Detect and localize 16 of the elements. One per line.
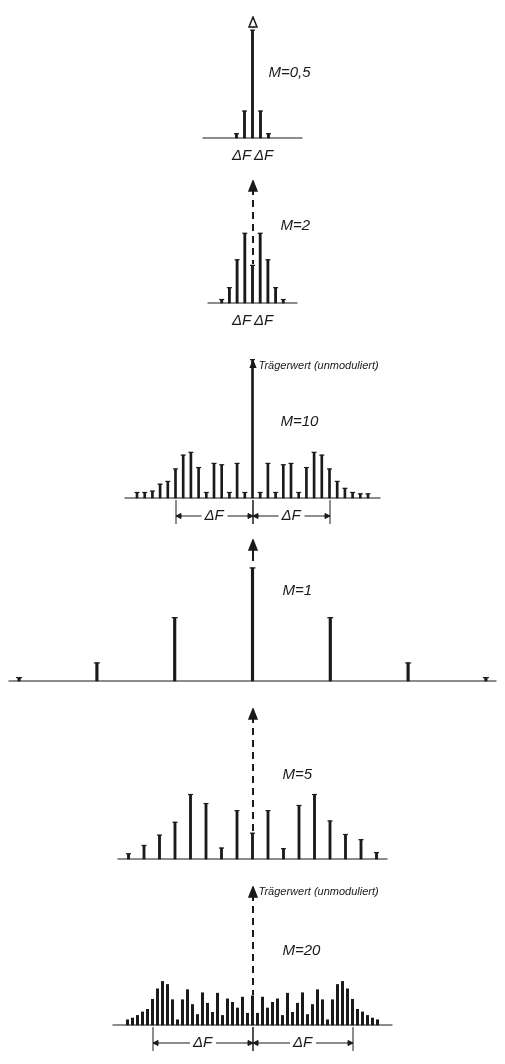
chart-title: M=2 <box>280 216 311 234</box>
text: M=1 <box>282 580 313 598</box>
text: ΔF <box>191 1033 213 1051</box>
annotation: Trägerwert (unmoduliert) <box>258 358 380 371</box>
text: M=0,5 <box>268 63 312 81</box>
text: Trägerwert (unmoduliert) <box>258 884 380 897</box>
text: ΔF <box>252 311 274 329</box>
text: ΔF <box>280 506 302 524</box>
chart-title: M=20 <box>282 941 322 959</box>
text: ΔF <box>203 506 225 524</box>
text: M=10 <box>280 412 320 430</box>
chart-title: M=5 <box>282 765 313 783</box>
text: ΔF <box>291 1033 313 1051</box>
text: ΔF <box>252 146 274 164</box>
text: ΔF <box>230 311 252 329</box>
text: ΔF <box>230 146 252 164</box>
